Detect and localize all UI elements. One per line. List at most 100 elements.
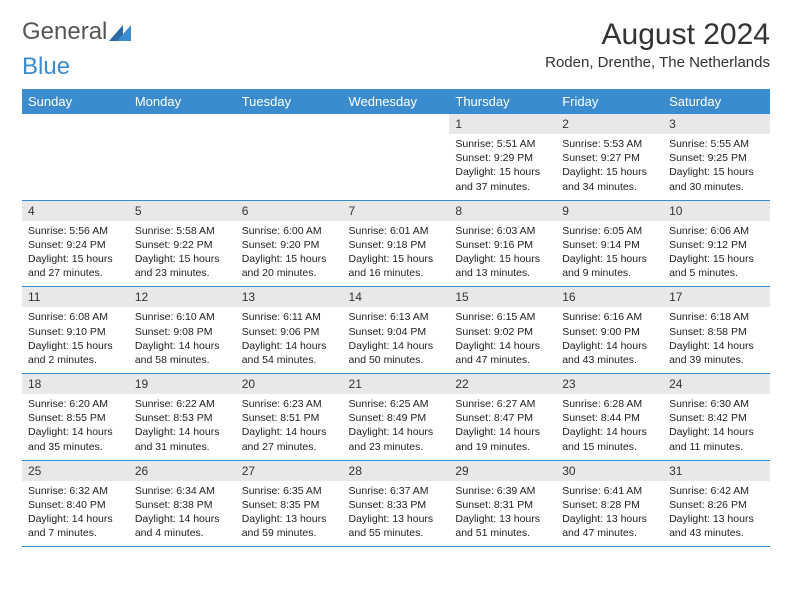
day-number-cell: 17 [663, 287, 770, 308]
day-data-cell [236, 134, 343, 200]
sun-times-text: Sunrise: 5:51 AMSunset: 9:29 PMDaylight:… [455, 137, 550, 194]
day-number-cell [129, 114, 236, 134]
day-number-cell: 19 [129, 374, 236, 395]
calendar-table: SundayMondayTuesdayWednesdayThursdayFrid… [22, 89, 770, 547]
sun-times-text: Sunrise: 5:53 AMSunset: 9:27 PMDaylight:… [562, 137, 657, 194]
day-number-row: 123 [22, 114, 770, 134]
day-number-row: 18192021222324 [22, 374, 770, 395]
sun-times-text: Sunrise: 6:25 AMSunset: 8:49 PMDaylight:… [349, 397, 444, 454]
day-number-cell: 16 [556, 287, 663, 308]
day-data-cell: Sunrise: 6:34 AMSunset: 8:38 PMDaylight:… [129, 481, 236, 547]
day-number-cell: 29 [449, 460, 556, 481]
day-number-cell: 28 [343, 460, 450, 481]
day-number-cell: 10 [663, 200, 770, 221]
day-number-cell: 18 [22, 374, 129, 395]
day-number-row: 25262728293031 [22, 460, 770, 481]
weekday-header: Friday [556, 89, 663, 114]
logo: General [22, 18, 133, 46]
day-data-cell: Sunrise: 6:32 AMSunset: 8:40 PMDaylight:… [22, 481, 129, 547]
logo-text-blue: Blue [22, 53, 70, 80]
sun-times-text: Sunrise: 6:32 AMSunset: 8:40 PMDaylight:… [28, 484, 123, 541]
day-data-row: Sunrise: 6:08 AMSunset: 9:10 PMDaylight:… [22, 307, 770, 373]
day-data-row: Sunrise: 5:51 AMSunset: 9:29 PMDaylight:… [22, 134, 770, 200]
day-data-cell: Sunrise: 6:41 AMSunset: 8:28 PMDaylight:… [556, 481, 663, 547]
sun-times-text: Sunrise: 6:13 AMSunset: 9:04 PMDaylight:… [349, 310, 444, 367]
sun-times-text: Sunrise: 6:23 AMSunset: 8:51 PMDaylight:… [242, 397, 337, 454]
day-data-cell: Sunrise: 6:18 AMSunset: 8:58 PMDaylight:… [663, 307, 770, 373]
day-data-cell: Sunrise: 6:30 AMSunset: 8:42 PMDaylight:… [663, 394, 770, 460]
day-data-cell: Sunrise: 6:35 AMSunset: 8:35 PMDaylight:… [236, 481, 343, 547]
day-number-row: 11121314151617 [22, 287, 770, 308]
day-number-cell [22, 114, 129, 134]
sun-times-text: Sunrise: 6:00 AMSunset: 9:20 PMDaylight:… [242, 224, 337, 281]
day-number-cell: 4 [22, 200, 129, 221]
day-data-cell: Sunrise: 5:51 AMSunset: 9:29 PMDaylight:… [449, 134, 556, 200]
day-number-cell [343, 114, 450, 134]
day-data-cell: Sunrise: 6:03 AMSunset: 9:16 PMDaylight:… [449, 221, 556, 287]
day-data-cell: Sunrise: 6:37 AMSunset: 8:33 PMDaylight:… [343, 481, 450, 547]
weekday-header: Sunday [22, 89, 129, 114]
sun-times-text: Sunrise: 6:35 AMSunset: 8:35 PMDaylight:… [242, 484, 337, 541]
month-title: August 2024 [545, 18, 770, 52]
day-number-cell: 31 [663, 460, 770, 481]
sun-times-text: Sunrise: 6:42 AMSunset: 8:26 PMDaylight:… [669, 484, 764, 541]
sun-times-text: Sunrise: 6:22 AMSunset: 8:53 PMDaylight:… [135, 397, 230, 454]
day-number-cell: 2 [556, 114, 663, 134]
sun-times-text: Sunrise: 5:58 AMSunset: 9:22 PMDaylight:… [135, 224, 230, 281]
day-data-cell: Sunrise: 6:20 AMSunset: 8:55 PMDaylight:… [22, 394, 129, 460]
sun-times-text: Sunrise: 6:06 AMSunset: 9:12 PMDaylight:… [669, 224, 764, 281]
sun-times-text: Sunrise: 6:08 AMSunset: 9:10 PMDaylight:… [28, 310, 123, 367]
weekday-header: Monday [129, 89, 236, 114]
day-data-cell: Sunrise: 6:39 AMSunset: 8:31 PMDaylight:… [449, 481, 556, 547]
sun-times-text: Sunrise: 6:34 AMSunset: 8:38 PMDaylight:… [135, 484, 230, 541]
day-number-cell: 8 [449, 200, 556, 221]
day-number-cell: 7 [343, 200, 450, 221]
day-data-cell [129, 134, 236, 200]
day-number-cell: 13 [236, 287, 343, 308]
day-number-cell: 23 [556, 374, 663, 395]
title-block: August 2024 Roden, Drenthe, The Netherla… [545, 18, 770, 71]
weekday-header-row: SundayMondayTuesdayWednesdayThursdayFrid… [22, 89, 770, 114]
day-number-cell: 27 [236, 460, 343, 481]
sun-times-text: Sunrise: 5:55 AMSunset: 9:25 PMDaylight:… [669, 137, 764, 194]
day-data-cell: Sunrise: 5:55 AMSunset: 9:25 PMDaylight:… [663, 134, 770, 200]
sun-times-text: Sunrise: 6:15 AMSunset: 9:02 PMDaylight:… [455, 310, 550, 367]
day-data-cell: Sunrise: 6:42 AMSunset: 8:26 PMDaylight:… [663, 481, 770, 547]
sun-times-text: Sunrise: 6:20 AMSunset: 8:55 PMDaylight:… [28, 397, 123, 454]
day-number-row: 45678910 [22, 200, 770, 221]
sun-times-text: Sunrise: 6:11 AMSunset: 9:06 PMDaylight:… [242, 310, 337, 367]
day-data-cell: Sunrise: 6:08 AMSunset: 9:10 PMDaylight:… [22, 307, 129, 373]
day-data-cell: Sunrise: 6:06 AMSunset: 9:12 PMDaylight:… [663, 221, 770, 287]
sun-times-text: Sunrise: 6:05 AMSunset: 9:14 PMDaylight:… [562, 224, 657, 281]
day-data-row: Sunrise: 6:20 AMSunset: 8:55 PMDaylight:… [22, 394, 770, 460]
day-number-cell: 11 [22, 287, 129, 308]
day-number-cell: 9 [556, 200, 663, 221]
day-data-row: Sunrise: 5:56 AMSunset: 9:24 PMDaylight:… [22, 221, 770, 287]
day-data-cell: Sunrise: 6:00 AMSunset: 9:20 PMDaylight:… [236, 221, 343, 287]
day-number-cell: 25 [22, 460, 129, 481]
sun-times-text: Sunrise: 6:18 AMSunset: 8:58 PMDaylight:… [669, 310, 764, 367]
day-number-cell: 30 [556, 460, 663, 481]
sun-times-text: Sunrise: 6:03 AMSunset: 9:16 PMDaylight:… [455, 224, 550, 281]
sun-times-text: Sunrise: 6:27 AMSunset: 8:47 PMDaylight:… [455, 397, 550, 454]
location-text: Roden, Drenthe, The Netherlands [545, 54, 770, 71]
weekday-header: Tuesday [236, 89, 343, 114]
day-number-cell [236, 114, 343, 134]
day-data-cell: Sunrise: 6:23 AMSunset: 8:51 PMDaylight:… [236, 394, 343, 460]
day-number-cell: 6 [236, 200, 343, 221]
day-data-cell: Sunrise: 5:58 AMSunset: 9:22 PMDaylight:… [129, 221, 236, 287]
weekday-header: Wednesday [343, 89, 450, 114]
logo-text-general: General [22, 18, 107, 46]
day-number-cell: 3 [663, 114, 770, 134]
day-number-cell: 1 [449, 114, 556, 134]
day-data-cell: Sunrise: 6:16 AMSunset: 9:00 PMDaylight:… [556, 307, 663, 373]
day-data-cell: Sunrise: 6:22 AMSunset: 8:53 PMDaylight:… [129, 394, 236, 460]
sun-times-text: Sunrise: 6:16 AMSunset: 9:00 PMDaylight:… [562, 310, 657, 367]
sun-times-text: Sunrise: 6:30 AMSunset: 8:42 PMDaylight:… [669, 397, 764, 454]
weekday-header: Thursday [449, 89, 556, 114]
day-data-cell: Sunrise: 6:05 AMSunset: 9:14 PMDaylight:… [556, 221, 663, 287]
day-data-cell [343, 134, 450, 200]
day-data-cell: Sunrise: 6:15 AMSunset: 9:02 PMDaylight:… [449, 307, 556, 373]
day-data-cell: Sunrise: 6:13 AMSunset: 9:04 PMDaylight:… [343, 307, 450, 373]
day-data-row: Sunrise: 6:32 AMSunset: 8:40 PMDaylight:… [22, 481, 770, 547]
